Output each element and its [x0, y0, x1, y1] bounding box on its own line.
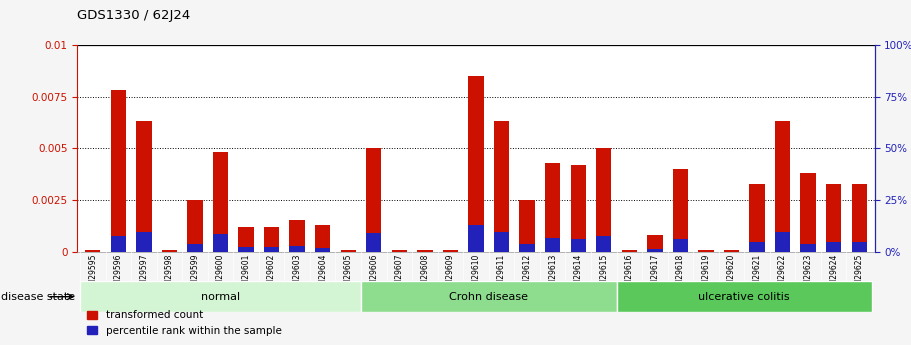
Text: GSM29603: GSM29603 — [292, 253, 302, 295]
Text: disease state: disease state — [1, 293, 75, 302]
Bar — [137, 232, 151, 252]
Text: GSM29599: GSM29599 — [190, 253, 200, 295]
Bar — [341, 250, 356, 252]
Text: GSM29617: GSM29617 — [650, 253, 660, 295]
Bar — [188, 244, 202, 252]
Bar — [617, 281, 872, 312]
Bar — [826, 184, 842, 252]
Text: GSM29605: GSM29605 — [343, 253, 353, 295]
Text: GDS1330 / 62J24: GDS1330 / 62J24 — [77, 9, 190, 22]
Bar — [801, 244, 815, 252]
Text: GSM29601: GSM29601 — [241, 253, 251, 295]
Bar — [213, 152, 228, 252]
Text: GSM29600: GSM29600 — [216, 253, 225, 295]
Bar — [698, 250, 713, 252]
Bar — [519, 200, 535, 252]
Bar — [188, 200, 202, 252]
Legend: transformed count, percentile rank within the sample: transformed count, percentile rank withi… — [83, 306, 286, 340]
Bar — [392, 250, 407, 252]
Text: GSM29598: GSM29598 — [165, 253, 174, 295]
Bar — [110, 236, 126, 252]
Text: GSM29614: GSM29614 — [574, 253, 583, 295]
Text: GSM29610: GSM29610 — [472, 253, 480, 295]
Bar — [137, 121, 151, 252]
Bar — [724, 250, 739, 252]
Text: GSM29597: GSM29597 — [139, 253, 148, 295]
Bar — [468, 226, 484, 252]
Text: GSM29619: GSM29619 — [701, 253, 711, 295]
Bar — [519, 244, 535, 252]
Text: GSM29623: GSM29623 — [804, 253, 813, 295]
Text: Crohn disease: Crohn disease — [449, 292, 528, 302]
Text: GSM29602: GSM29602 — [267, 253, 276, 295]
Text: GSM29622: GSM29622 — [778, 253, 787, 295]
Text: GSM29611: GSM29611 — [497, 253, 506, 295]
Bar — [852, 184, 867, 252]
Bar — [315, 225, 331, 252]
Text: GSM29604: GSM29604 — [318, 253, 327, 295]
Bar — [570, 165, 586, 252]
Bar — [852, 241, 867, 252]
Text: GSM29625: GSM29625 — [855, 253, 864, 295]
Bar — [545, 163, 560, 252]
Bar — [801, 173, 815, 252]
Bar — [80, 281, 361, 312]
Bar — [361, 281, 617, 312]
Bar — [545, 238, 560, 252]
Text: GSM29624: GSM29624 — [829, 253, 838, 295]
Bar — [290, 246, 305, 252]
Bar — [417, 250, 433, 252]
Bar — [596, 148, 611, 252]
Bar — [468, 76, 484, 252]
Text: ulcerative colitis: ulcerative colitis — [699, 292, 790, 302]
Text: GSM29615: GSM29615 — [599, 253, 609, 295]
Bar — [315, 248, 331, 252]
Bar — [750, 241, 764, 252]
Text: GSM29620: GSM29620 — [727, 253, 736, 295]
Bar — [264, 247, 280, 252]
Bar — [826, 241, 842, 252]
Bar — [596, 236, 611, 252]
Bar — [213, 234, 228, 252]
Text: GSM29607: GSM29607 — [394, 253, 404, 295]
Bar — [290, 220, 305, 252]
Bar — [672, 169, 688, 252]
Bar — [264, 227, 280, 252]
Text: GSM29596: GSM29596 — [114, 253, 123, 295]
Bar — [366, 148, 382, 252]
Bar — [239, 227, 254, 252]
Text: GSM29612: GSM29612 — [523, 253, 532, 295]
Bar — [162, 250, 177, 252]
Bar — [239, 247, 254, 252]
Bar — [647, 235, 662, 252]
Bar — [647, 249, 662, 252]
Text: GSM29606: GSM29606 — [369, 253, 378, 295]
Bar — [110, 90, 126, 252]
Text: GSM29613: GSM29613 — [548, 253, 558, 295]
Bar — [494, 232, 509, 252]
Bar — [570, 239, 586, 252]
Text: GSM29609: GSM29609 — [446, 253, 455, 295]
Bar — [775, 121, 790, 252]
Bar — [672, 239, 688, 252]
Text: GSM29621: GSM29621 — [752, 253, 762, 295]
Bar — [775, 232, 790, 252]
Text: normal: normal — [201, 292, 241, 302]
Text: GSM29618: GSM29618 — [676, 253, 685, 295]
Bar — [366, 233, 382, 252]
Bar — [494, 121, 509, 252]
Bar — [750, 184, 764, 252]
Bar — [443, 250, 458, 252]
Bar — [621, 250, 637, 252]
Text: GSM29608: GSM29608 — [420, 253, 429, 295]
Bar — [85, 250, 100, 252]
Text: GSM29595: GSM29595 — [88, 253, 97, 295]
Text: GSM29616: GSM29616 — [625, 253, 634, 295]
